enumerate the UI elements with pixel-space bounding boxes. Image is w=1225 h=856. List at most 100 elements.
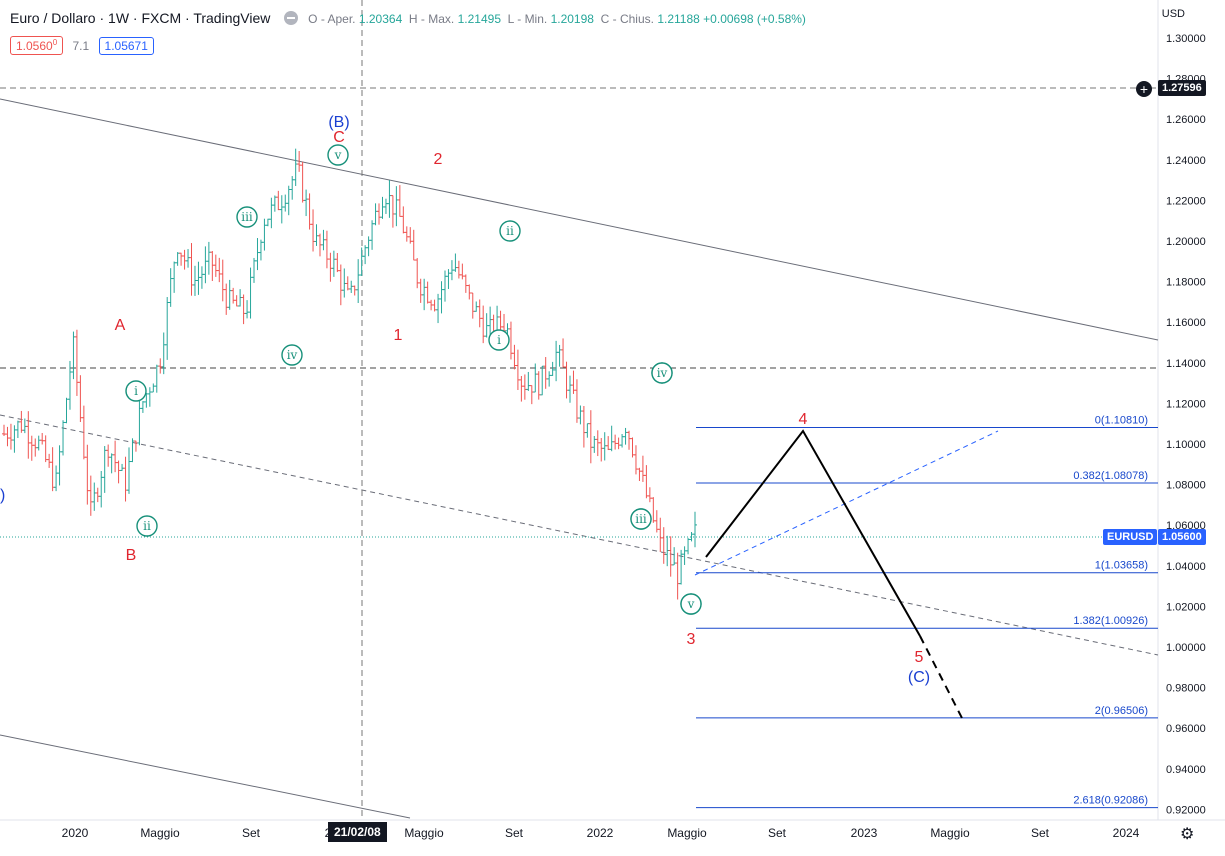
symbol-tag: EURUSD	[1103, 529, 1158, 545]
open-value: 1.20364	[358, 12, 403, 26]
x-axis-ticks: 2020MaggioSet2021MaggioSet2022MaggioSet2…	[62, 826, 1140, 840]
channel-mid-dashed-line	[0, 414, 1159, 656]
crosshair-price-tag: 1.27596	[1158, 80, 1206, 96]
wave-label: B	[126, 547, 137, 564]
wave-label: iv	[287, 348, 298, 362]
projection-path[interactable]	[705, 429, 921, 637]
wave-label-circle	[236, 206, 258, 228]
fib-label: 1.382(1.00926)	[1073, 615, 1148, 627]
x-tick-label: 2023	[851, 826, 878, 840]
wave-label: 2	[434, 151, 443, 168]
currency-label[interactable]: USD	[1161, 8, 1185, 20]
projection-dashed-tail	[919, 635, 964, 721]
wave-label: iii	[635, 512, 647, 526]
close-value: 1.21188	[657, 12, 700, 26]
bid-ask-row: 1.05600 7.1 1.05671	[10, 36, 154, 55]
x-tick-label: 2024	[1113, 826, 1140, 840]
fib-label: 0(1.10810)	[1095, 415, 1148, 427]
buy-price-button[interactable]: 1.05671	[98, 37, 154, 55]
wave-label: 4	[799, 411, 808, 428]
fib-label: 1(1.03658)	[1095, 560, 1148, 572]
low-value: 1.20198	[550, 12, 594, 26]
low-label: L - Min.	[507, 12, 548, 26]
wave-label-circle	[630, 508, 652, 530]
y-tick-label: 1.16000	[1166, 317, 1206, 329]
open-label: O - Aper.	[308, 12, 356, 26]
wave-label: (B)	[328, 114, 349, 131]
wave-label-circle	[488, 329, 510, 351]
wave-label: iii	[241, 210, 253, 224]
wave-label: ii	[143, 519, 151, 533]
gear-icon[interactable]: ⚙	[1180, 826, 1195, 843]
y-tick-label: 1.08000	[1166, 480, 1206, 492]
wave-label-circle	[499, 220, 521, 242]
x-tick-label: Set	[1031, 826, 1050, 840]
y-tick-label: 1.22000	[1166, 195, 1206, 207]
high-value: 1.21495	[457, 12, 501, 26]
wave-label: C	[333, 129, 345, 146]
y-tick-label: 0.94000	[1166, 764, 1206, 776]
wave-label: 3	[687, 631, 696, 648]
y-tick-label: 1.20000	[1166, 236, 1206, 248]
change-value: +0.00698 (+0.58%)	[703, 12, 806, 26]
y-tick-label: 1.02000	[1166, 601, 1206, 613]
minus-circle-icon[interactable]	[284, 11, 299, 25]
y-tick-label: 1.24000	[1166, 155, 1206, 167]
fib-label: 0.382(1.08078)	[1073, 470, 1148, 482]
x-tick-label: Set	[505, 826, 524, 840]
wave-label-circle	[281, 344, 303, 366]
y-tick-label: 1.12000	[1166, 398, 1206, 410]
wave-label-circle	[136, 515, 158, 537]
y-tick-label: 0.98000	[1166, 683, 1206, 695]
channel-lower-line	[0, 734, 411, 819]
x-tick-label: 2020	[62, 826, 89, 840]
fib-label: 2.618(0.92086)	[1073, 795, 1148, 807]
wave-label-circle	[327, 144, 349, 166]
y-tick-label: 1.14000	[1166, 358, 1206, 370]
y-tick-label: 1.18000	[1166, 277, 1206, 289]
y-tick-label: 1.30000	[1166, 33, 1206, 45]
spread-value: 7.1	[72, 39, 90, 53]
x-tick-label: Maggio	[667, 826, 707, 840]
wave-label: i	[497, 333, 501, 347]
candles	[2, 148, 697, 600]
wave-label: i	[134, 384, 138, 398]
wave-label: ii	[506, 224, 514, 238]
y-tick-label: 1.00000	[1166, 642, 1206, 654]
wave-label-circle	[651, 362, 673, 384]
symbol-title[interactable]: Euro / Dollaro · 1W · FXCM · TradingView	[10, 10, 271, 26]
x-tick-label: 2022	[587, 826, 614, 840]
sell-price-value: 1.0560	[16, 39, 53, 53]
wave-label: (C)	[908, 669, 930, 686]
y-tick-label: 1.10000	[1166, 439, 1206, 451]
y-axis-ticks: 1.300001.280001.260001.240001.220001.200…	[1166, 33, 1206, 816]
y-tick-label: 0.92000	[1166, 804, 1206, 816]
y-tick-label: 1.04000	[1166, 561, 1206, 573]
fib-levels[interactable]: 0(1.10810) 0.382(1.08078) 1(1.03658) 1.382(…	[696, 415, 1158, 809]
wave-label: v	[334, 148, 342, 162]
wave-label: 1	[394, 327, 403, 344]
wave-label: 5	[915, 649, 924, 666]
y-tick-label: 1.26000	[1166, 114, 1206, 126]
wave-label-circle	[680, 593, 702, 615]
close-label: C - Chius.	[600, 12, 654, 26]
wave-label: v	[687, 597, 695, 611]
y-tick-label: 0.96000	[1166, 723, 1206, 735]
high-label: H - Max.	[408, 12, 455, 26]
current-price-tag: 1.05600	[1158, 529, 1206, 545]
sell-price-button[interactable]: 1.05600	[10, 36, 64, 55]
wave-label-partial: )	[0, 487, 5, 504]
wave-label: A	[115, 317, 126, 334]
x-tick-label: Maggio	[930, 826, 970, 840]
x-tick-label: Maggio	[140, 826, 180, 840]
chart-header: Euro / Dollaro · 1W · FXCM · TradingView…	[10, 10, 806, 26]
add-alert-icon[interactable]: +	[1136, 81, 1152, 97]
projection-dashed-blue	[694, 430, 999, 576]
sell-price-pip: 0	[52, 38, 58, 47]
fib-label: 2(0.96506)	[1095, 705, 1148, 717]
ohlc-readout: O - Aper. 1.20364 H - Max. 1.21495 L - M…	[308, 12, 806, 26]
crosshair-date-tag: 21/02/08	[328, 822, 387, 842]
x-tick-label: Set	[242, 826, 261, 840]
